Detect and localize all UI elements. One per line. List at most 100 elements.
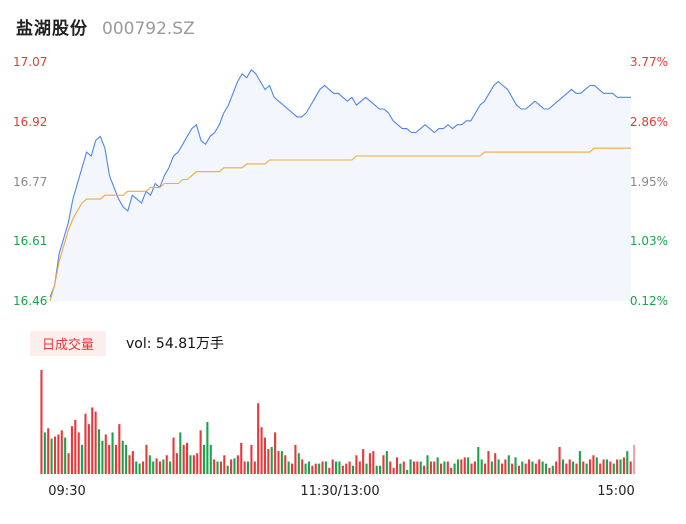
volume-bar bbox=[612, 463, 615, 474]
volume-bar bbox=[341, 465, 344, 474]
volume-bar bbox=[348, 461, 351, 474]
volume-bar bbox=[175, 453, 178, 474]
volume-bar bbox=[294, 444, 297, 474]
volume-bar bbox=[517, 465, 520, 474]
volume-bar bbox=[277, 451, 280, 474]
volume-bar bbox=[169, 461, 172, 474]
volume-bar bbox=[172, 437, 175, 474]
y-tick-label-right: 1.95% bbox=[630, 175, 668, 189]
volume-bar bbox=[70, 426, 73, 474]
volume-bar bbox=[128, 455, 131, 474]
volume-bar bbox=[297, 453, 300, 474]
volume-bar bbox=[511, 463, 514, 474]
volume-bar bbox=[572, 461, 575, 474]
volume-bar bbox=[64, 437, 67, 474]
volume-bar bbox=[389, 461, 392, 474]
volume-bar bbox=[145, 444, 148, 474]
volume-bar bbox=[578, 451, 581, 474]
volume-bar bbox=[257, 403, 260, 474]
price-area bbox=[50, 69, 631, 301]
volume-bar bbox=[460, 459, 463, 474]
volume-bar bbox=[362, 449, 365, 474]
volume-bar bbox=[141, 461, 145, 474]
stock-header: 盐湖股份 000792.SZ bbox=[16, 14, 195, 40]
volume-bar bbox=[484, 463, 487, 474]
volume-bar bbox=[514, 457, 517, 474]
volume-bar bbox=[94, 411, 97, 474]
volume-bar bbox=[409, 459, 412, 474]
volume-bar bbox=[629, 461, 632, 474]
volume-bar bbox=[206, 422, 209, 474]
volume-bar bbox=[416, 461, 419, 474]
volume-bar bbox=[263, 437, 266, 474]
y-tick-label-left: 17.07 bbox=[13, 55, 47, 69]
volume-bar bbox=[314, 463, 317, 474]
volume-bar bbox=[331, 459, 334, 474]
volume-bar bbox=[494, 453, 497, 474]
volume-bar bbox=[368, 453, 371, 474]
volume-bar bbox=[399, 463, 402, 474]
volume-bar bbox=[60, 430, 63, 474]
volume-bar bbox=[423, 465, 426, 474]
volume-bar bbox=[182, 444, 185, 474]
volume-bar bbox=[165, 455, 168, 474]
volume-bar bbox=[412, 461, 415, 474]
volume-bar bbox=[304, 463, 307, 474]
volume-bar bbox=[402, 461, 405, 474]
volume-bar bbox=[40, 370, 43, 474]
volume-readout: vol: 54.81万手 bbox=[126, 336, 225, 352]
daily-volume-tab[interactable]: 日成交量 bbox=[30, 330, 107, 356]
volume-bar bbox=[199, 430, 202, 474]
volume-bar bbox=[439, 463, 443, 474]
y-tick-label-right: 0.12% bbox=[630, 294, 668, 308]
x-tick-label: 15:00 bbox=[597, 484, 634, 499]
volume-bar bbox=[287, 461, 290, 474]
volume-bar bbox=[524, 463, 527, 474]
volume-bar bbox=[335, 461, 338, 474]
volume-bar bbox=[91, 407, 94, 474]
volume-bar bbox=[456, 459, 460, 474]
volume-bar bbox=[321, 461, 324, 474]
volume-bar bbox=[595, 457, 598, 474]
volume-bar bbox=[57, 434, 60, 474]
volume-bar bbox=[125, 444, 128, 474]
volume-bar bbox=[453, 463, 456, 474]
volume-bar bbox=[84, 413, 87, 474]
volume-bar bbox=[585, 463, 588, 474]
volume-bar bbox=[111, 432, 114, 474]
intraday-price-chart: 17.07 16.92 16.77 16.61 16.46 3.77% 2.86% 1.95%… bbox=[13, 55, 668, 308]
volume-bar bbox=[243, 461, 246, 474]
volume-bar bbox=[345, 463, 348, 474]
volume-bar bbox=[609, 461, 612, 474]
volume-bar bbox=[463, 457, 466, 474]
x-tick-label: 11:30/13:00 bbox=[300, 484, 379, 499]
volume-bar bbox=[240, 442, 243, 474]
y-tick-label-right: 1.03% bbox=[630, 234, 668, 248]
volume-bar bbox=[531, 461, 534, 474]
volume-bar bbox=[551, 465, 554, 474]
volume-bar bbox=[575, 463, 578, 474]
volume-bar bbox=[372, 451, 375, 474]
volume-bar bbox=[121, 440, 124, 474]
volume-bar bbox=[260, 427, 263, 474]
volume-bar bbox=[467, 457, 470, 474]
volume-bar bbox=[582, 461, 585, 474]
volume-tab-row: 日成交量 vol: 54.81万手 bbox=[30, 330, 225, 356]
price-line bbox=[49, 68, 631, 298]
volume-bar bbox=[196, 453, 199, 474]
volume-bar bbox=[118, 424, 121, 474]
volume-bar bbox=[179, 432, 182, 474]
volume-bar bbox=[497, 459, 500, 474]
volume-bar bbox=[565, 463, 568, 474]
volume-bar bbox=[209, 444, 212, 474]
volume-bar bbox=[216, 461, 219, 474]
y-tick-label-left: 16.92 bbox=[13, 115, 47, 129]
volume-bar bbox=[74, 419, 77, 474]
volume-bar bbox=[155, 458, 158, 474]
average-price-line bbox=[49, 147, 631, 302]
volume-bar bbox=[538, 459, 541, 474]
volume-bar bbox=[555, 461, 558, 474]
volume-bar bbox=[135, 461, 138, 474]
volume-bar bbox=[490, 461, 493, 474]
volume-bar bbox=[622, 457, 625, 474]
